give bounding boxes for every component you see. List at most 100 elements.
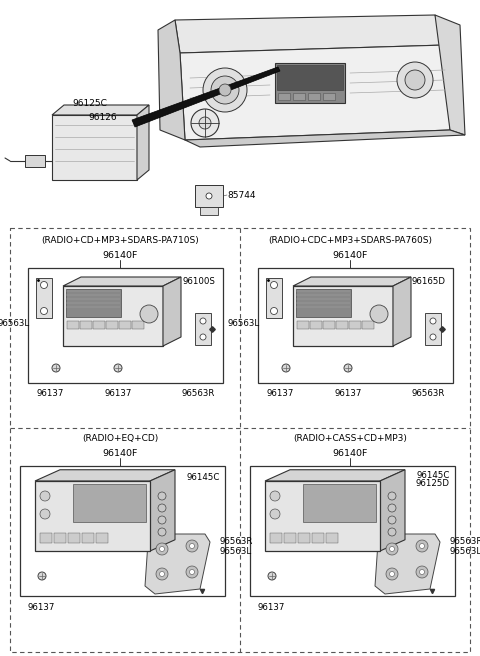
Circle shape [190,569,194,575]
Bar [20,466,225,596]
Text: 96100S: 96100S [182,277,215,287]
Bar [93,321,105,329]
Bar [10,228,470,652]
Text: 96145C: 96145C [187,474,220,483]
Bar [303,484,376,522]
Circle shape [270,509,280,519]
Text: (RADIO+EQ+CD): (RADIO+EQ+CD) [82,434,158,443]
Circle shape [268,572,276,580]
Polygon shape [52,105,149,115]
Circle shape [416,540,428,552]
Circle shape [389,571,395,577]
Circle shape [420,544,424,548]
Text: 96563L: 96563L [450,546,480,556]
Bar [296,289,351,317]
Bar [326,533,338,543]
Circle shape [140,305,158,323]
Circle shape [186,566,198,578]
Polygon shape [158,20,185,140]
Polygon shape [293,277,411,286]
Bar [310,321,322,329]
Bar [200,207,218,215]
Polygon shape [375,534,440,594]
Bar [349,321,361,329]
Bar [265,481,380,551]
Circle shape [200,318,206,324]
Circle shape [40,281,48,289]
Circle shape [206,193,212,199]
Bar [106,321,118,329]
Polygon shape [132,67,280,127]
Bar [297,321,309,329]
Bar [82,533,94,543]
Polygon shape [393,277,411,346]
Text: 96563L: 96563L [220,546,252,556]
Bar [250,466,455,596]
Circle shape [271,308,277,314]
Bar [266,278,282,318]
Circle shape [190,544,194,548]
Text: 96563L: 96563L [0,319,30,327]
Circle shape [52,364,60,372]
Bar [28,268,223,383]
Circle shape [156,543,168,555]
Text: 96137: 96137 [36,388,64,398]
Bar [195,313,211,345]
Bar [275,63,345,103]
Polygon shape [145,534,210,594]
Circle shape [271,281,277,289]
Circle shape [370,305,388,323]
Bar [67,321,79,329]
Circle shape [282,364,290,372]
Circle shape [159,571,165,577]
Circle shape [397,62,433,98]
Bar [323,321,335,329]
Circle shape [405,70,425,90]
Circle shape [158,492,166,500]
Text: 96137: 96137 [258,604,286,613]
Text: 96563R: 96563R [411,388,444,398]
Circle shape [388,492,396,500]
Circle shape [386,568,398,580]
Polygon shape [435,15,465,135]
Text: 96137: 96137 [334,388,362,398]
Text: 96140F: 96140F [332,449,368,457]
Bar [66,289,121,317]
Circle shape [186,540,198,552]
Bar [132,321,144,329]
Circle shape [158,516,166,524]
Text: (RADIO+CASS+CD+MP3): (RADIO+CASS+CD+MP3) [293,434,407,443]
Bar [425,313,441,345]
Bar [298,533,310,543]
Bar [312,533,324,543]
Polygon shape [380,470,405,551]
Circle shape [420,569,424,575]
Text: 96165D: 96165D [411,277,445,287]
Circle shape [40,491,50,501]
Circle shape [430,334,436,340]
Polygon shape [265,470,405,481]
Circle shape [211,76,239,104]
Bar [277,65,343,90]
Bar [96,533,108,543]
Text: 96145C: 96145C [417,470,450,480]
Circle shape [158,504,166,512]
Polygon shape [180,45,450,140]
Bar [68,533,80,543]
Polygon shape [63,277,181,286]
Text: 96563R: 96563R [450,537,480,546]
Text: 96563R: 96563R [181,388,215,398]
Bar [52,115,137,180]
Bar [80,321,92,329]
Bar [362,321,374,329]
Polygon shape [137,105,149,180]
Circle shape [200,334,206,340]
Bar [25,155,45,167]
Text: 96137: 96137 [104,388,132,398]
Text: (RADIO+CDC+MP3+SDARS-PA760S): (RADIO+CDC+MP3+SDARS-PA760S) [268,236,432,245]
Text: 96563L: 96563L [228,319,260,327]
Circle shape [159,546,165,552]
Bar [40,533,52,543]
Bar [119,321,131,329]
Circle shape [156,568,168,580]
